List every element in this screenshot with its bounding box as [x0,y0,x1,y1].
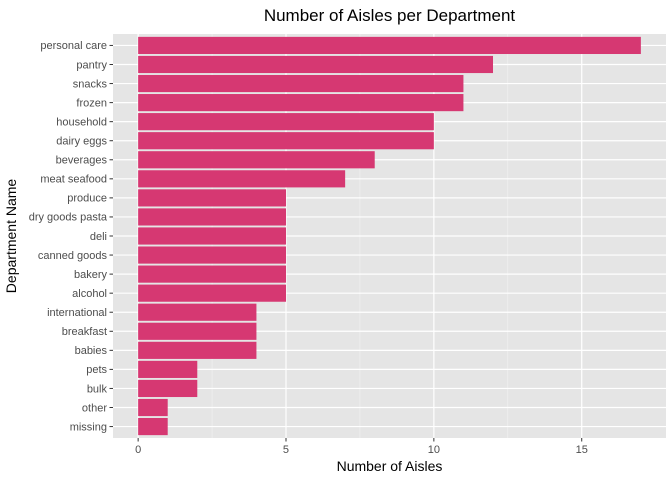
y-tick-label: canned goods [38,250,108,262]
bar-dairy-eggs [138,132,434,150]
y-tick-label: household [56,116,107,128]
bar-pantry [138,55,494,74]
y-tick-label: bakery [74,269,108,281]
y-tick-label: babies [75,345,108,357]
x-axis-title: Number of Aisles [337,458,443,474]
bar-household [138,113,434,131]
y-tick-label: dairy eggs [56,136,107,148]
x-tick-label: 15 [576,444,588,456]
bar-other [138,398,168,417]
y-tick-label: deli [90,231,107,243]
bar-canned-goods [138,246,286,264]
bar-snacks [138,74,464,93]
chart-title: Number of Aisles per Department [264,6,516,25]
bar-bulk [138,379,198,398]
y-axis: personal care pantry snacks frozen household… [29,40,113,433]
y-axis-title: Department Name [3,179,19,294]
y-tick-label: meat seafood [40,174,107,186]
x-tick-label: 0 [135,444,141,456]
y-tick-label: beverages [56,155,108,167]
y-tick-label: alcohol [72,288,107,300]
bar-personal-care [138,36,641,55]
bar-frozen [138,94,464,112]
x-tick-label: 5 [283,444,289,456]
y-tick-label: snacks [73,78,108,90]
y-tick-label: pantry [76,59,107,71]
bar-meat-seafood [138,170,346,188]
bars [138,36,641,436]
bar-pets [138,360,198,378]
y-tick-label: frozen [76,97,107,109]
x-tick-label: 10 [428,444,440,456]
bar-babies [138,341,257,359]
bar-beverages [138,151,375,169]
bar-breakfast [138,322,257,340]
y-tick-label: dry goods pasta [29,212,108,224]
bar-alcohol [138,284,286,302]
y-tick-label: personal care [40,40,107,52]
y-tick-label: missing [70,421,107,433]
bar-international [138,303,257,321]
y-tick-label: bulk [87,383,108,395]
bar-missing [138,417,168,436]
y-tick-label: produce [67,193,107,205]
y-tick-label: international [47,307,107,319]
y-tick-label: pets [86,364,107,376]
y-tick-label: other [82,402,107,414]
x-axis: 0 5 10 15 [135,438,588,456]
bar-produce [138,189,286,207]
bar-dry-goods-pasta [138,208,286,226]
bar-bakery [138,265,286,283]
y-tick-label: breakfast [62,326,107,338]
bar-deli [138,227,286,245]
